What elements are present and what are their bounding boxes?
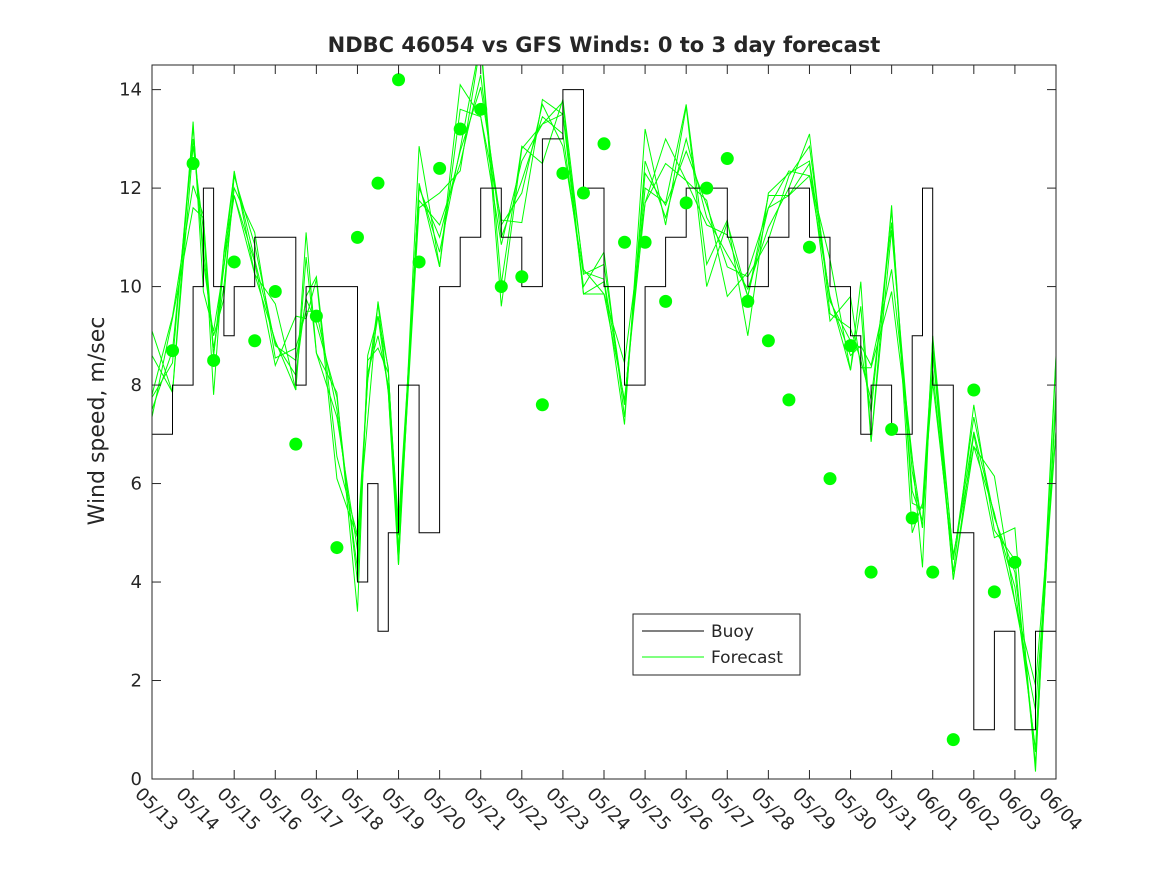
forecast-marker	[166, 344, 180, 358]
forecast-marker	[1008, 555, 1022, 569]
x-tick-label: 05/22	[500, 784, 552, 836]
forecast-marker	[412, 255, 426, 269]
forecast-marker	[289, 437, 303, 451]
forecast-marker	[946, 733, 960, 747]
forecast-marker	[268, 285, 282, 299]
y-tick-label: 0	[131, 769, 142, 790]
y-tick-label: 2	[131, 671, 142, 692]
forecast-marker	[782, 393, 796, 407]
forecast-marker	[905, 511, 919, 525]
x-tick-label: 05/18	[336, 784, 388, 836]
plot-area	[152, 65, 1056, 772]
forecast-marker	[227, 255, 241, 269]
forecast-line	[152, 74, 1056, 765]
forecast-marker	[720, 152, 734, 166]
forecast-marker	[494, 280, 508, 294]
forecast-marker	[371, 176, 385, 190]
y-tick-label: 10	[119, 277, 142, 298]
x-tick-label: 06/01	[911, 784, 963, 836]
x-tick-label: 05/25	[624, 784, 676, 836]
forecast-marker	[248, 334, 262, 348]
x-tick-label: 05/13	[130, 784, 182, 836]
y-tick-label: 12	[119, 178, 142, 199]
forecast-marker	[207, 353, 221, 367]
forecast-marker	[433, 161, 447, 175]
forecast-line	[152, 65, 1056, 772]
forecast-marker	[659, 294, 673, 308]
legend-box	[632, 613, 801, 676]
y-tick-label: 6	[131, 474, 142, 495]
x-tick-label: 06/03	[993, 784, 1045, 836]
x-tick-label: 05/15	[213, 784, 265, 836]
buoy-line	[152, 89, 1056, 731]
forecast-marker	[453, 122, 467, 136]
forecast-marker	[576, 186, 590, 200]
y-tick-label: 8	[131, 375, 142, 396]
x-tick-label: 05/29	[788, 784, 840, 836]
forecast-marker	[186, 156, 200, 170]
forecast-marker	[823, 472, 837, 486]
x-tick-label: 05/20	[418, 784, 470, 836]
legend: Buoy Forecast	[632, 613, 801, 676]
x-tick-label: 05/30	[829, 784, 881, 836]
forecast-marker	[392, 73, 406, 87]
x-tick-label: 05/28	[747, 784, 799, 836]
y-tick-label: 4	[131, 572, 142, 593]
forecast-marker	[926, 565, 940, 579]
x-tick-label: 05/24	[582, 784, 634, 836]
x-tick-label: 05/26	[665, 784, 717, 836]
forecast-marker	[864, 565, 878, 579]
chart-title: NDBC 46054 vs GFS Winds: 0 to 3 day fore…	[328, 33, 881, 57]
forecast-marker	[967, 383, 981, 397]
forecast-marker	[330, 541, 344, 555]
forecast-marker	[844, 339, 858, 353]
forecast-marker	[474, 102, 488, 116]
x-tick-label: 05/21	[459, 784, 511, 836]
forecast-line	[152, 83, 1056, 686]
x-tick-label: 05/17	[295, 784, 347, 836]
x-tick-label: 05/14	[172, 784, 224, 836]
x-tick-label: 05/16	[254, 784, 306, 836]
x-tick-label: 06/02	[952, 784, 1004, 836]
legend-label-forecast: Forecast	[711, 648, 783, 668]
x-tick-label: 06/04	[1034, 784, 1086, 836]
forecast-marker	[535, 398, 549, 412]
forecast-marker	[679, 196, 693, 210]
forecast-marker	[309, 309, 323, 323]
forecast-marker	[350, 230, 364, 244]
forecast-marker	[700, 181, 714, 195]
forecast-marker	[761, 334, 775, 348]
forecast-marker	[987, 585, 1001, 599]
forecast-line	[152, 87, 1056, 752]
y-tick-label: 14	[119, 80, 142, 101]
forecast-marker	[618, 235, 632, 249]
y-axis: 0 2 4 6 8 10 12 14	[119, 80, 1056, 790]
legend-label-buoy: Buoy	[711, 622, 754, 642]
x-tick-label: 05/23	[541, 784, 593, 836]
x-tick-label: 05/19	[377, 784, 429, 836]
x-tick-label: 05/27	[706, 784, 758, 836]
x-tick-label: 05/31	[870, 784, 922, 836]
forecast-marker	[515, 270, 529, 284]
forecast-marker	[802, 240, 816, 254]
forecast-marker	[885, 422, 899, 436]
forecast-marker	[597, 137, 611, 151]
forecast-marker	[741, 294, 755, 308]
plot-frame	[151, 64, 1057, 780]
forecast-marker	[556, 166, 570, 180]
y-axis-label: Wind speed, m/sec	[85, 317, 110, 526]
forecast-marker	[638, 235, 652, 249]
